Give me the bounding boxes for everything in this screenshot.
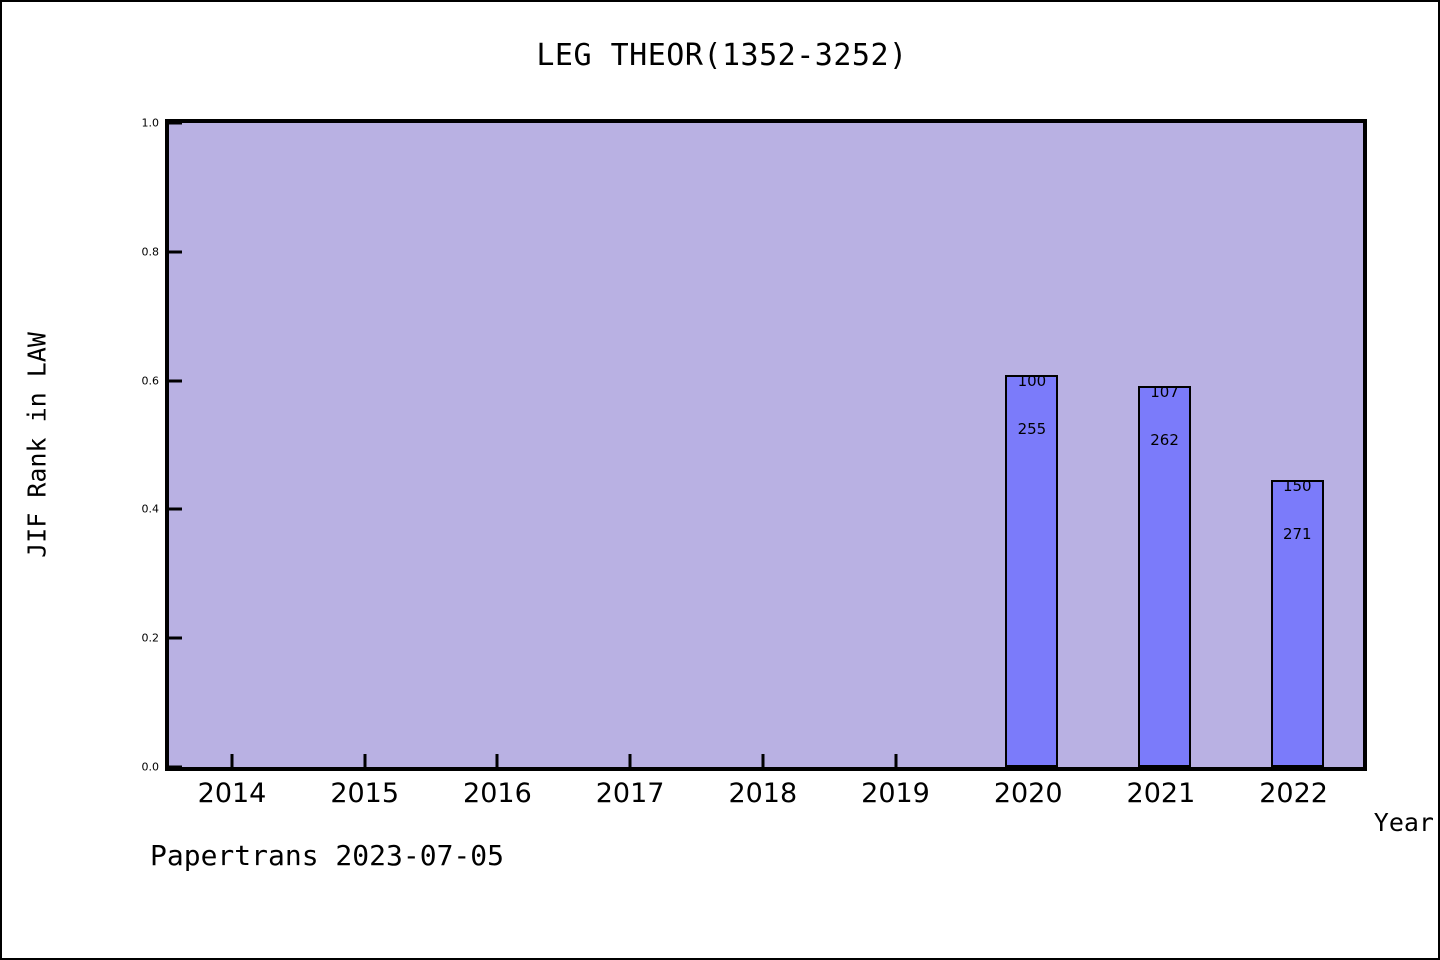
plot-area: JIF Rank in LAW 0.0 0.2 0.4 0.6 0.8 1.0 xyxy=(23,117,1367,810)
bar-total-2020: 255 xyxy=(1017,420,1047,439)
y-tick-label: 0.0 xyxy=(141,760,160,774)
bar-2021[interactable] xyxy=(1138,385,1192,767)
x-tick-mark xyxy=(628,754,632,767)
bar-rank-2022: 150 xyxy=(1282,476,1312,495)
x-tick-label: 2014 xyxy=(197,778,267,809)
y-tick-mark xyxy=(169,379,182,383)
x-tick-label: 2021 xyxy=(1126,778,1196,809)
x-tick-mark xyxy=(230,754,234,767)
y-tick-mark xyxy=(169,507,182,511)
bar-value-label-2021: 107 262 xyxy=(1146,352,1184,480)
bar-2020[interactable] xyxy=(1005,375,1059,767)
y-tick-label: 1.0 xyxy=(141,116,160,130)
x-tick-mark xyxy=(363,754,367,767)
bar-total-2021: 262 xyxy=(1150,430,1179,449)
y-tick-mark xyxy=(169,121,182,125)
x-tick-mark xyxy=(761,754,765,767)
bar-rank-2020: 100 xyxy=(1017,372,1047,391)
bar-value-label-2022: 150 271 xyxy=(1278,446,1316,574)
x-tick-mark xyxy=(894,754,897,767)
y-tick-label: 0.8 xyxy=(141,245,160,259)
y-tick-mark xyxy=(169,636,182,640)
bar-total-2022: 271 xyxy=(1282,524,1312,543)
footer-caption: Papertrans 2023-07-05 xyxy=(150,839,505,872)
chart-title: LEG THEOR(1352-3252) xyxy=(536,38,908,73)
y-tick-label: 0.4 xyxy=(141,502,160,516)
y-tick-mark xyxy=(169,250,182,254)
bar-rank-2021: 107 xyxy=(1150,382,1179,401)
x-tick-label: 2018 xyxy=(728,778,798,809)
x-tick-label: 2016 xyxy=(463,778,532,809)
x-tick-label: 2022 xyxy=(1259,778,1328,809)
x-tick-label: 2017 xyxy=(595,778,665,809)
x-tick-label: 2015 xyxy=(330,778,400,809)
x-tick-mark xyxy=(495,754,499,767)
x-tick-label: 2020 xyxy=(993,778,1063,809)
y-tick-label: 0.6 xyxy=(141,374,160,388)
y-axis-label: JIF Rank in LAW xyxy=(22,332,52,558)
bar-value-label-2020: 100 255 xyxy=(1013,341,1051,469)
x-axis-label: Year xyxy=(1373,808,1434,837)
x-tick-label: 2019 xyxy=(861,778,930,809)
bar-2022[interactable] xyxy=(1270,479,1324,767)
plot-inner: JIF Rank in LAW 0.0 0.2 0.4 0.6 0.8 1.0 xyxy=(23,117,1363,810)
y-tick-mark xyxy=(169,765,182,769)
y-tick-label: 0.2 xyxy=(141,631,160,645)
